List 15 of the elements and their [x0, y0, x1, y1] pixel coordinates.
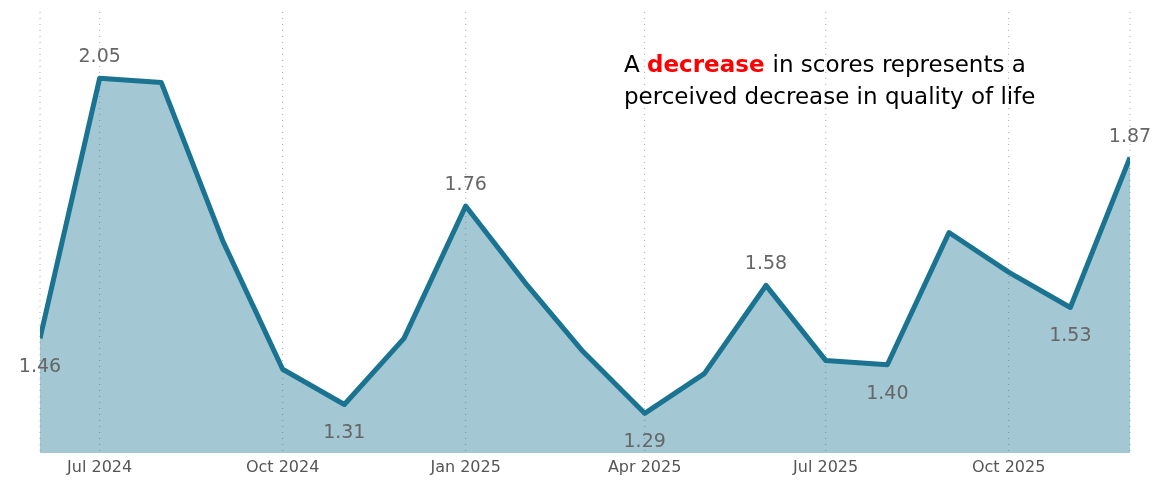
x-tick-label: Oct 2025: [971, 457, 1046, 477]
x-tick-label: Jul 2025: [792, 457, 859, 477]
data-label: 1.40: [866, 380, 909, 403]
x-tick-label: Jul 2024: [66, 457, 133, 477]
data-label: 1.53: [1049, 323, 1092, 346]
data-label: 1.29: [623, 429, 666, 452]
data-label: 1.31: [323, 420, 366, 443]
text: A decrease in scores represents a perceived decrease in quality of life: [624, 51, 1036, 109]
data-label: 1.58: [744, 251, 788, 274]
x-tick-label: Jan 2025: [429, 457, 501, 477]
data-label: 1.76: [444, 172, 487, 195]
x-tick-label: Oct 2024: [245, 457, 320, 477]
data-label: 1.87: [1108, 123, 1152, 146]
data-label: 2.05: [78, 44, 121, 67]
x-tick-label: Apr 2025: [607, 457, 682, 477]
